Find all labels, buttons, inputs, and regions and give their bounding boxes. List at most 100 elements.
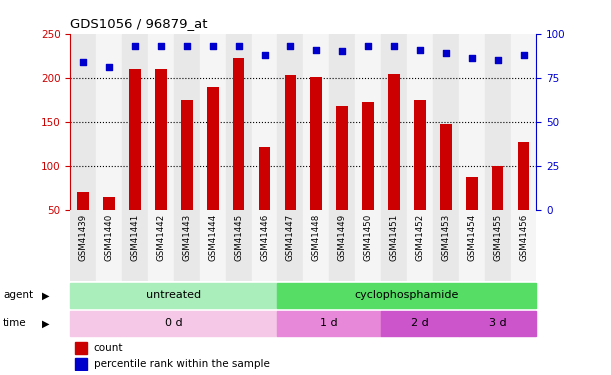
Text: GSM41443: GSM41443 [182,214,191,261]
Text: GSM41453: GSM41453 [441,214,450,261]
Text: GSM41450: GSM41450 [364,214,373,261]
Text: GSM41451: GSM41451 [389,214,398,261]
Text: GSM41448: GSM41448 [312,214,321,261]
Point [130,43,140,49]
Point [312,46,321,53]
Bar [129,69,141,210]
Point [441,50,451,56]
Bar [277,210,303,281]
Bar [337,106,348,210]
Text: GSM41439: GSM41439 [79,214,88,261]
Bar [70,283,277,308]
Bar [407,210,433,281]
Bar [440,124,452,210]
Bar [414,100,426,210]
Point [467,56,477,62]
Text: GSM41441: GSM41441 [131,214,139,261]
Text: GSM41455: GSM41455 [493,214,502,261]
Text: GDS1056 / 96879_at: GDS1056 / 96879_at [70,17,208,30]
Bar [388,74,400,210]
Bar [303,210,329,281]
Bar [518,142,529,210]
Bar [285,75,296,210]
Text: time: time [3,318,27,328]
Bar [96,34,122,210]
Bar [459,311,536,336]
Bar [148,210,174,281]
Point [337,48,347,54]
Bar [407,34,433,210]
Text: GSM41456: GSM41456 [519,214,528,261]
Bar [75,342,87,354]
Bar [329,34,355,210]
Bar [225,34,252,210]
Bar [96,210,122,281]
Bar [303,34,329,210]
Bar [200,210,225,281]
Bar [122,34,148,210]
Point [492,57,502,63]
Text: ▶: ▶ [42,318,49,328]
Point [415,46,425,53]
Bar [207,87,219,210]
Bar [381,34,407,210]
Bar [277,34,303,210]
Point [389,43,399,49]
Text: 3 d: 3 d [489,318,507,328]
Bar [258,147,270,210]
Text: count: count [93,343,123,352]
Point [182,43,192,49]
Bar [511,34,536,210]
Text: 2 d: 2 d [411,318,429,328]
Text: ▶: ▶ [42,290,49,300]
Bar [492,166,503,210]
Bar [433,210,459,281]
Bar [511,210,536,281]
Point [156,43,166,49]
Bar [485,34,511,210]
Bar [70,34,96,210]
Bar [466,177,478,210]
Bar [174,210,200,281]
Point [78,59,88,65]
Point [104,64,114,70]
Bar [200,34,225,210]
Point [260,52,269,58]
Text: percentile rank within the sample: percentile rank within the sample [93,359,269,369]
Bar [78,192,89,210]
Point [519,52,529,58]
Bar [70,210,96,281]
Bar [148,34,174,210]
Text: GSM41445: GSM41445 [234,214,243,261]
Bar [362,102,374,210]
Text: GSM41444: GSM41444 [208,214,218,261]
Bar [459,210,485,281]
Bar [155,69,167,210]
Text: 0 d: 0 d [165,318,183,328]
Point [208,43,218,49]
Bar [381,311,459,336]
Bar [225,210,252,281]
Text: agent: agent [3,290,33,300]
Bar [485,210,511,281]
Text: GSM41449: GSM41449 [338,214,346,261]
Text: GSM41440: GSM41440 [104,214,114,261]
Text: GSM41454: GSM41454 [467,214,476,261]
Point [285,43,295,49]
Point [363,43,373,49]
Bar [233,57,244,210]
Text: 1 d: 1 d [320,318,338,328]
Bar [75,358,87,370]
Text: GSM41452: GSM41452 [415,214,425,261]
Bar [433,34,459,210]
Bar [355,210,381,281]
Bar [252,34,277,210]
Bar [310,77,322,210]
Point [234,43,244,49]
Text: cyclophosphamide: cyclophosphamide [355,290,459,300]
Bar [277,311,381,336]
Bar [459,34,485,210]
Bar [355,34,381,210]
Bar [70,311,277,336]
Text: GSM41442: GSM41442 [156,214,166,261]
